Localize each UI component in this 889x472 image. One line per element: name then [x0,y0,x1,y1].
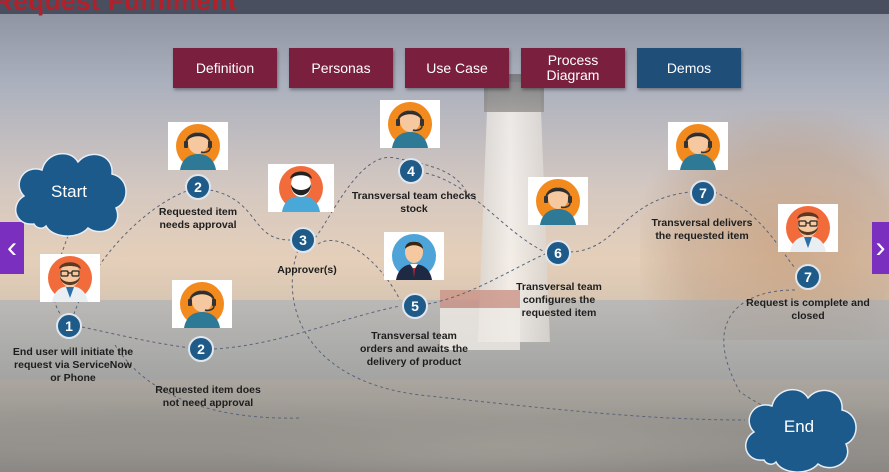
tab-personas[interactable]: Personas [289,48,393,88]
step-4-marker: 4 [398,158,424,184]
tab-process-diagram[interactable]: Process Diagram [521,48,625,88]
support-agent-avatar [168,122,228,175]
step-2-marker: 2 [185,174,211,200]
step-3-marker: 3 [290,227,316,253]
end-cloud: End [738,382,860,472]
connector-3-to-4 [314,157,471,239]
support-agent-headset-icon [528,177,588,225]
chevron-right-icon: › [875,231,886,264]
background-house [440,290,520,350]
end-user-avatar [40,254,100,307]
support-agent-headset-icon [380,100,440,148]
support-agent-avatar [528,177,588,230]
support-agent-avatar [172,280,232,333]
previous-slide-button[interactable]: ‹ [0,222,24,274]
step-7-label: Transversal delivers the requested item [651,217,753,242]
slide-title: Request Fulfilment [0,0,238,16]
connector-4-to-6 [419,171,546,253]
step-5-label: Transversal team orders and awaits the d… [360,330,468,368]
bearded-man-glasses-icon [778,204,838,252]
tab-demos[interactable]: Demos [637,48,741,88]
approver-avatar [268,164,334,217]
connector-3-to-5 [317,240,401,301]
step-2-label: Requested item does not need approval [155,384,261,409]
support-agent-headset-icon [168,122,228,170]
start-cloud: Start [8,146,130,238]
end-label: End [783,417,815,436]
step-7-marker: 7 [690,180,716,206]
chevron-left-icon: ‹ [7,231,17,264]
end-user-avatar [778,204,838,257]
support-agent-headset-icon [172,280,232,328]
step-5-marker: 5 [402,293,428,319]
bearded-man-glasses-icon [40,254,100,302]
connector-1-to-2b [81,326,201,350]
connector-7a-to-7b [713,191,796,269]
step-7-label: Request is complete and closed [746,297,870,322]
step-6-label: Transversal team configures the requeste… [516,281,602,319]
support-agent-headset-icon [668,122,728,170]
tab-use-case[interactable]: Use Case [405,48,509,88]
step-2-label: Requested item needs approval [158,206,238,231]
step-1-marker: 1 [56,313,82,339]
step-6-marker: 6 [545,240,571,266]
step-1-label: End user will initiate the request via S… [12,346,134,384]
support-agent-avatar [668,122,728,175]
background-rocks [0,380,889,472]
step-7-marker: 7 [795,264,821,290]
start-label: Start [51,182,87,201]
connector-7b-to-end [723,289,796,413]
vendor-avatar [384,232,444,285]
cloud-shape-end [744,388,857,472]
businessman-icon [384,232,444,280]
support-agent-avatar [380,100,440,153]
step-4-label: Transversal team checks stock [351,190,477,215]
connector-2a-to-3 [209,189,291,241]
connector-6-to-7a [569,191,691,253]
bearded-man-icon [268,164,334,212]
tab-definition[interactable]: Definition [173,48,277,88]
step-2-marker: 2 [188,336,214,362]
next-slide-button[interactable]: › [872,222,889,274]
connector-5-to-6 [427,253,546,305]
cloud-shape-start [14,152,127,237]
connector-2b-to-5 [213,305,401,350]
slide-top-bar [0,0,889,14]
connector-loop-lower [114,344,301,419]
connector-1-to-2a [71,187,197,321]
step-3-label: Approver(s) [277,264,337,276]
